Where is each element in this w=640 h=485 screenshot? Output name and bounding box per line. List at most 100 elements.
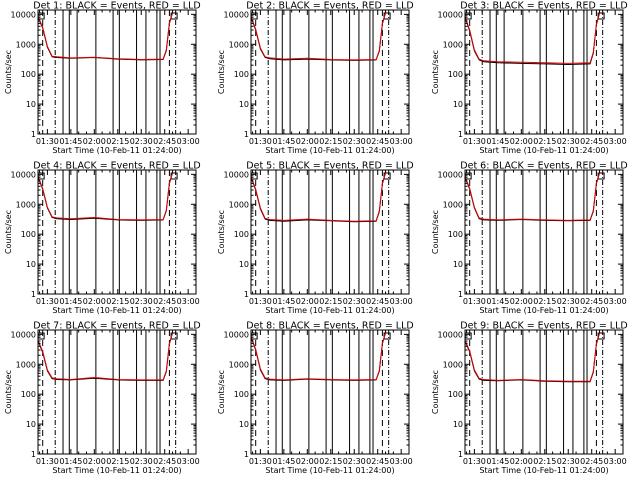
x-tick-label: 01:30 <box>36 137 59 146</box>
x-tick-label: 02:30 <box>557 297 580 306</box>
x-axis-label: Start Time (10-Feb-11 01:24:00) <box>52 466 181 475</box>
plot-frame <box>250 9 410 135</box>
y-tick-label: 100 <box>21 390 36 399</box>
events-series-line <box>37 332 173 381</box>
x-tick-label: 03:00 <box>604 457 627 466</box>
y-tick-label: 1 <box>458 130 463 139</box>
x-tick-label: 02:45 <box>153 457 176 466</box>
panel-title: Det 1: BLACK = Events, RED = LLD <box>33 1 200 12</box>
x-tick-label: 01:45 <box>59 137 82 146</box>
y-axis-label: Counts/sec <box>4 50 13 94</box>
x-axis-label: Start Time (10-Feb-11 01:24:00) <box>52 146 181 155</box>
detector-panel: Det 5: BLACK = Events, RED = LLD 1 10 100 10… <box>217 161 414 316</box>
y-axis-label: Counts/sec <box>431 50 440 94</box>
y-tick-label: 10 <box>239 100 249 109</box>
x-tick-label: 02:45 <box>153 137 176 146</box>
events-series-line <box>464 172 600 222</box>
x-tick-label: 01:45 <box>59 297 82 306</box>
x-tick-label: 02:00 <box>510 297 533 306</box>
plot-frame <box>464 9 624 135</box>
x-tick-label: 02:45 <box>366 297 389 306</box>
x-tick-label: 02:15 <box>319 297 342 306</box>
y-tick-label: 1000 <box>16 40 36 49</box>
x-tick-label: 03:00 <box>604 297 627 306</box>
y-tick-label: 100 <box>234 390 249 399</box>
events-series-line <box>250 172 386 223</box>
x-tick-label: 01:30 <box>463 137 486 146</box>
y-tick-label: 10000 <box>438 330 463 339</box>
y-tick-label: 1 <box>244 130 249 139</box>
x-axis-label: Start Time (10-Feb-11 01:24:00) <box>265 306 394 315</box>
y-tick-label: 1 <box>458 450 463 459</box>
detector-panel: Det 2: BLACK = Events, RED = LLD 1 10 100 10… <box>217 1 414 156</box>
y-tick-label: 1 <box>244 450 249 459</box>
y-tick-label: 100 <box>234 70 249 79</box>
detector-panel: Det 9: BLACK = Events, RED = LLD 1 10 100 10… <box>431 321 628 476</box>
x-tick-label: 01:45 <box>272 137 295 146</box>
x-tick-label: 02:00 <box>83 137 106 146</box>
y-tick-label: 1000 <box>229 40 249 49</box>
lld-series-line <box>464 172 600 221</box>
plot-frame <box>37 169 197 295</box>
x-tick-label: 02:15 <box>106 137 129 146</box>
y-tick-label: 100 <box>448 70 463 79</box>
panel-title: Det 9: BLACK = Events, RED = LLD <box>460 321 627 332</box>
x-tick-label: 02:30 <box>130 457 153 466</box>
lld-series-line <box>250 172 386 222</box>
x-tick-label: 02:30 <box>343 457 366 466</box>
lld-series-line <box>37 12 173 61</box>
x-tick-label: 01:30 <box>249 297 272 306</box>
y-tick-label: 100 <box>21 230 36 239</box>
x-axis-label: Start Time (10-Feb-11 01:24:00) <box>265 146 394 155</box>
detector-panel: Det 7: BLACK = Events, RED = LLD 1 10 100 10… <box>4 321 201 476</box>
y-axis-label: Counts/sec <box>431 210 440 254</box>
x-tick-label: 02:15 <box>319 137 342 146</box>
events-series-line <box>250 332 386 381</box>
x-tick-label: 02:30 <box>343 137 366 146</box>
y-axis-label: Counts/sec <box>217 370 226 414</box>
x-tick-label: 02:30 <box>557 137 580 146</box>
y-tick-label: 10000 <box>224 10 249 19</box>
events-series-line <box>464 12 600 66</box>
x-tick-label: 03:00 <box>177 457 200 466</box>
y-tick-label: 1 <box>31 450 36 459</box>
detector-panel: Det 3: BLACK = Events, RED = LLD 1 10 100 10… <box>431 1 628 156</box>
x-tick-label: 02:15 <box>533 137 556 146</box>
x-tick-label: 02:00 <box>296 297 319 306</box>
events-series-line <box>37 12 173 61</box>
x-tick-label: 01:30 <box>463 457 486 466</box>
y-tick-label: 10000 <box>11 170 36 179</box>
y-tick-label: 1000 <box>443 360 463 369</box>
y-tick-label: 1000 <box>16 200 36 209</box>
x-tick-label: 02:00 <box>296 457 319 466</box>
y-tick-label: 10 <box>239 260 249 269</box>
lld-series-line <box>37 332 173 381</box>
x-tick-label: 02:45 <box>580 457 603 466</box>
y-tick-label: 10 <box>239 420 249 429</box>
panel-title: Det 4: BLACK = Events, RED = LLD <box>33 161 200 172</box>
y-tick-label: 100 <box>448 390 463 399</box>
lld-series-line <box>37 172 173 221</box>
x-tick-label: 02:45 <box>366 457 389 466</box>
y-tick-label: 10000 <box>438 170 463 179</box>
x-tick-label: 01:45 <box>272 297 295 306</box>
lld-series-line <box>464 12 600 64</box>
x-axis-label: Start Time (10-Feb-11 01:24:00) <box>265 466 394 475</box>
x-tick-label: 02:15 <box>533 297 556 306</box>
y-tick-label: 100 <box>234 230 249 239</box>
y-tick-label: 10000 <box>11 330 36 339</box>
x-tick-label: 02:45 <box>580 297 603 306</box>
y-axis-label: Counts/sec <box>217 50 226 94</box>
events-series-line <box>37 172 173 221</box>
x-tick-label: 02:00 <box>296 137 319 146</box>
x-tick-label: 03:00 <box>390 137 413 146</box>
x-tick-label: 02:00 <box>83 457 106 466</box>
x-tick-label: 01:45 <box>272 457 295 466</box>
y-tick-label: 1000 <box>229 200 249 209</box>
y-tick-label: 10 <box>26 100 36 109</box>
panel-title: Det 6: BLACK = Events, RED = LLD <box>460 161 627 172</box>
y-tick-label: 1000 <box>443 40 463 49</box>
x-tick-label: 02:15 <box>533 457 556 466</box>
plot-frame <box>37 329 197 455</box>
